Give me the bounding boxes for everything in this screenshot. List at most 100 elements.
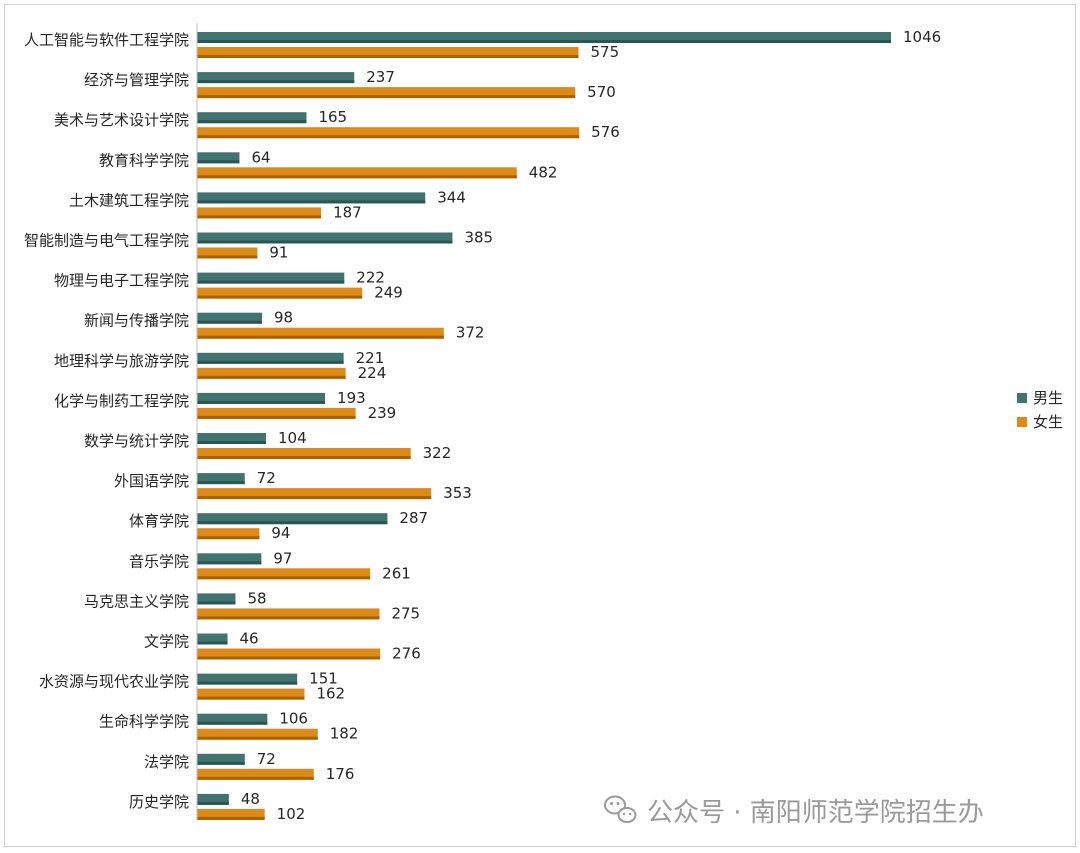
bar-chart: 人工智能与软件工程学院经济与管理学院美术与艺术设计学院教育科学学院土木建筑工程学… (24, 23, 1063, 828)
bar-fill (197, 367, 346, 379)
wechat-icon (604, 795, 637, 823)
value-label: 1046 (903, 28, 941, 46)
value-label: 237 (366, 68, 395, 86)
value-label: 385 (464, 229, 493, 247)
bar-shadow (197, 721, 268, 725)
bar-male (197, 433, 267, 444)
bar-male (197, 713, 268, 725)
bar-male (197, 513, 388, 525)
value-label: 239 (368, 404, 397, 422)
bar-shadow (197, 295, 363, 299)
bar-shadow (197, 816, 265, 820)
bar-fill (197, 352, 344, 364)
bar-shadow (197, 280, 345, 284)
value-label: 182 (330, 725, 359, 743)
value-label: 575 (591, 43, 620, 61)
bar-male (197, 392, 326, 404)
bar-female (197, 207, 322, 219)
bar-fill (197, 673, 298, 685)
bar-male (197, 793, 229, 805)
value-label: 353 (443, 484, 472, 502)
value-label: 102 (277, 805, 306, 823)
category-label: 地理科学与旅游学院 (54, 352, 189, 370)
bar-fill (197, 713, 268, 725)
value-label: 98 (274, 309, 293, 327)
bar-shadow (197, 736, 318, 740)
category-label: 生命科学学院 (99, 713, 189, 731)
bar-fill (197, 167, 517, 179)
bar-male (197, 633, 228, 645)
bar-shadow (197, 576, 371, 580)
value-label: 176 (326, 765, 355, 783)
value-label: 287 (399, 509, 428, 527)
bar-shadow (197, 656, 381, 660)
category-label: 新闻与传播学院 (84, 312, 189, 330)
bar-fill (197, 593, 236, 605)
bar-male (197, 352, 344, 364)
bar-female (197, 287, 363, 299)
bar-shadow (197, 601, 236, 605)
bar-fill (197, 633, 228, 645)
bar-male (197, 473, 245, 485)
bar-fill (197, 488, 432, 500)
value-label: 576 (591, 123, 620, 141)
value-label: 97 (273, 549, 292, 567)
bar-female (197, 367, 346, 379)
bar-shadow (197, 375, 346, 379)
value-label: 344 (437, 188, 466, 206)
value-label: 94 (271, 524, 290, 542)
category-labels: 人工智能与软件工程学院经济与管理学院美术与艺术设计学院教育科学学院土木建筑工程学… (24, 31, 189, 811)
bar-fill (197, 272, 345, 284)
bar-female (197, 87, 576, 99)
bar-shadow (197, 215, 322, 219)
bar-fill (197, 207, 322, 219)
bar-female (197, 648, 381, 660)
value-label: 224 (358, 364, 387, 382)
bar-female (197, 768, 314, 780)
bar-shadow (197, 135, 580, 139)
bar-male (197, 272, 345, 284)
value-label: 187 (333, 203, 362, 221)
category-label: 文学院 (144, 633, 189, 651)
bar-shadow (197, 696, 305, 700)
value-label: 48 (241, 790, 260, 808)
bar-shadow (197, 200, 426, 204)
bar-female (197, 488, 432, 500)
category-label: 化学与制药工程学院 (54, 392, 189, 410)
bar-fill (197, 608, 380, 620)
bar-female (197, 568, 371, 580)
bar-shadow (197, 255, 258, 259)
bar-fill (197, 513, 388, 525)
bar-fill (197, 232, 453, 244)
bar-female (197, 47, 579, 58)
category-label: 体育学院 (129, 512, 189, 530)
bar-female (197, 247, 258, 259)
bar-female (197, 407, 356, 419)
bar-male (197, 192, 426, 204)
value-label: 322 (423, 444, 452, 462)
bar-shadow (197, 456, 411, 459)
bar-shadow (197, 496, 432, 500)
legend-swatch (1017, 393, 1027, 403)
bar-shadow (197, 521, 388, 525)
bar-male (197, 112, 307, 124)
value-label: 193 (337, 389, 366, 407)
watermark-text: 公众号 · 南阳师范学院招生办 (647, 798, 984, 828)
category-label: 人工智能与软件工程学院 (24, 31, 189, 49)
category-label: 水资源与现代农业学院 (39, 673, 189, 691)
bar-fill (197, 528, 260, 540)
value-label: 151 (309, 670, 338, 688)
bar-female (197, 688, 305, 700)
value-label: 106 (279, 710, 308, 728)
category-label: 教育科学学院 (99, 151, 189, 169)
bar-shadow (197, 616, 380, 620)
bar-male (197, 32, 891, 43)
bar-fill (197, 327, 444, 339)
bar-male (197, 553, 262, 565)
bar-fill (197, 793, 229, 805)
value-label: 249 (374, 284, 403, 302)
bar-shadow (197, 415, 356, 419)
legend-swatch (1017, 417, 1027, 427)
value-label: 222 (356, 269, 385, 287)
